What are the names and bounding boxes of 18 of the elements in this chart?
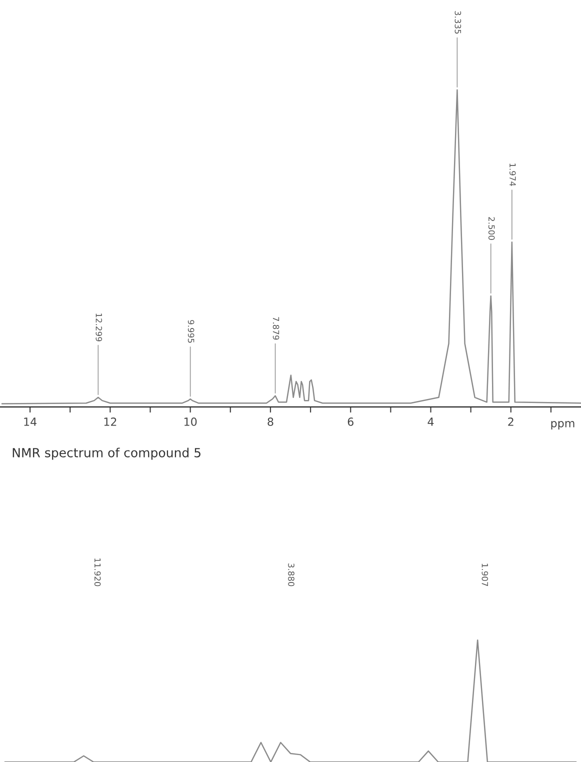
text: 3.880 bbox=[288, 564, 294, 586]
x-tick-label: 8 bbox=[268, 418, 274, 426]
x-tick-label: 2 bbox=[508, 418, 514, 426]
text: NMR spectrum of compound 5 bbox=[12, 448, 200, 460]
annotation: 7.879 bbox=[272, 317, 280, 340]
text: 1.907 bbox=[482, 564, 488, 586]
annotation: 9.995 bbox=[188, 320, 194, 343]
x-tick-label: 14 bbox=[24, 418, 36, 426]
x-tick-label: 4 bbox=[428, 418, 434, 426]
text: 11.920 bbox=[94, 558, 101, 586]
x-tick-label: 12 bbox=[104, 418, 116, 426]
x-tick-label: 10 bbox=[184, 418, 197, 426]
x-tick-label: 6 bbox=[348, 418, 354, 426]
annotation: 12.299 bbox=[96, 314, 102, 342]
x-axis-title: ppm bbox=[551, 421, 574, 430]
annotation: 1.974 bbox=[510, 164, 516, 186]
annotation: 3.335 bbox=[454, 11, 462, 34]
annotation: 2.500 bbox=[488, 217, 495, 240]
